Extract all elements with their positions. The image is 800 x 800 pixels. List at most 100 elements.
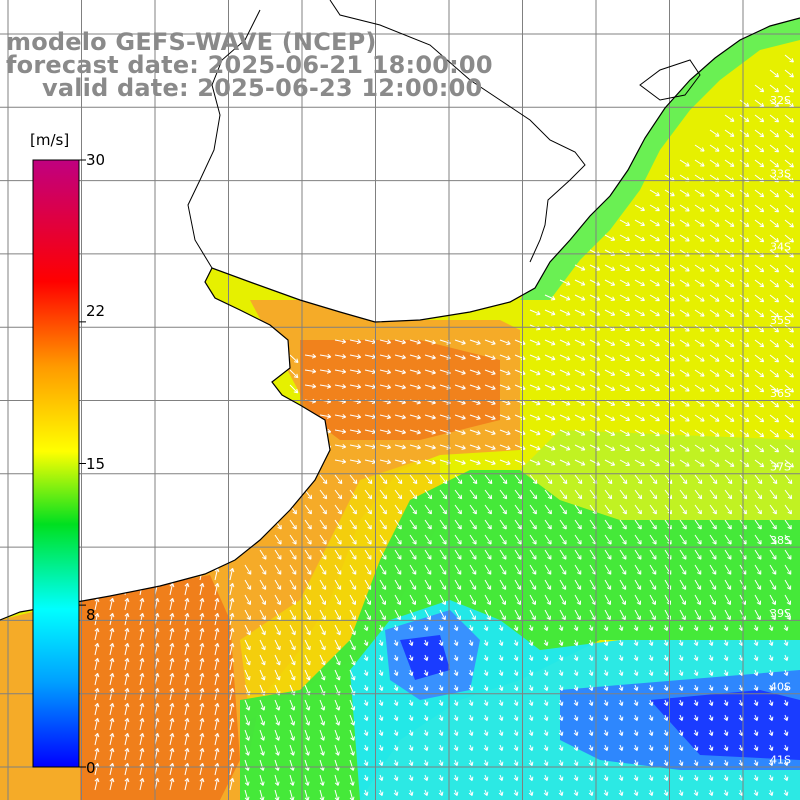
wind-arrow bbox=[513, 729, 519, 736]
wind-arrow bbox=[619, 279, 631, 286]
wind-arrow bbox=[349, 384, 362, 390]
wind-arrow bbox=[649, 429, 660, 437]
wind-arrow bbox=[754, 429, 765, 438]
wind-arrow bbox=[769, 369, 780, 378]
wind-arrow bbox=[604, 594, 612, 606]
wind-arrow bbox=[289, 414, 298, 424]
wind-arrow bbox=[753, 654, 759, 661]
wind-arrow bbox=[334, 609, 341, 621]
wind-arrow bbox=[438, 699, 444, 706]
wind-arrow bbox=[274, 669, 281, 681]
wind-arrow bbox=[693, 714, 699, 721]
latitude-label: 32S bbox=[770, 94, 791, 107]
wind-arrow bbox=[378, 669, 384, 676]
wind-arrow bbox=[709, 489, 718, 500]
wind-arrow bbox=[783, 639, 789, 646]
wind-arrow bbox=[274, 534, 282, 545]
wind-arrow bbox=[634, 609, 641, 621]
wind-arrow bbox=[694, 324, 705, 332]
wind-arrow bbox=[169, 747, 175, 761]
wind-arrow bbox=[304, 368, 317, 374]
wind-arrow bbox=[259, 729, 265, 741]
wind-arrow bbox=[739, 159, 750, 168]
wind-arrow bbox=[349, 609, 356, 621]
wind-arrow bbox=[514, 414, 526, 421]
wind-arrow bbox=[319, 564, 327, 575]
wind-arrow bbox=[424, 519, 432, 530]
wind-arrow bbox=[528, 714, 534, 721]
wind-arrow bbox=[604, 429, 616, 436]
wind-arrow bbox=[769, 549, 777, 560]
wind-arrow bbox=[573, 729, 579, 736]
wind-arrow bbox=[378, 744, 384, 751]
wind-arrow bbox=[754, 474, 763, 485]
wind-arrow bbox=[694, 399, 705, 407]
wind-arrow bbox=[304, 609, 311, 621]
wind-arrow bbox=[319, 549, 327, 560]
wind-arrow bbox=[633, 729, 639, 736]
latitude-labels: 32S 33S 34S 35S 36S 37S 38S 39S 40S 41S bbox=[770, 94, 791, 767]
wind-arrow bbox=[679, 414, 690, 422]
wind-arrow bbox=[588, 744, 594, 751]
wind-arrow bbox=[394, 429, 407, 435]
wind-arrow bbox=[409, 459, 421, 465]
wind-arrow bbox=[513, 789, 519, 796]
wind-arrow bbox=[514, 564, 522, 575]
wind-arrow bbox=[499, 489, 508, 500]
wind-arrow bbox=[559, 414, 571, 421]
wind-arrow bbox=[694, 264, 705, 272]
wind-arrow bbox=[679, 324, 690, 332]
wind-arrow bbox=[753, 714, 759, 721]
wind-arrow bbox=[514, 519, 522, 530]
wind-arrow bbox=[649, 444, 660, 452]
wind-arrow bbox=[708, 774, 714, 781]
colorbar-ticks bbox=[79, 159, 86, 768]
wind-arrow bbox=[393, 774, 399, 781]
wind-arrow bbox=[603, 669, 609, 676]
wind-arrow bbox=[588, 669, 594, 676]
wind-arrow bbox=[679, 339, 690, 347]
wind-arrow bbox=[573, 744, 579, 751]
wind-arrow bbox=[454, 594, 462, 606]
wind-arrow bbox=[754, 579, 762, 590]
wind-arrow bbox=[529, 594, 537, 606]
wind-arrow bbox=[139, 777, 145, 791]
wind-arrow bbox=[709, 534, 717, 545]
wind-arrow bbox=[588, 714, 594, 721]
wind-arrow bbox=[529, 474, 538, 485]
wind-arrow bbox=[679, 579, 687, 590]
wind-arrow bbox=[334, 384, 347, 389]
wind-arrow bbox=[678, 624, 684, 631]
wind-arrow bbox=[754, 144, 765, 153]
wind-arrow bbox=[169, 717, 175, 731]
wind-arrow bbox=[94, 732, 100, 746]
wind-arrow bbox=[378, 714, 384, 721]
wind-arrow bbox=[379, 369, 392, 375]
wind-arrow bbox=[559, 594, 567, 606]
wind-arrow bbox=[319, 474, 328, 485]
wind-arrow bbox=[754, 444, 765, 453]
wind-arrow bbox=[619, 579, 627, 590]
wind-arrow bbox=[409, 519, 417, 530]
wind-arrow bbox=[394, 534, 402, 545]
wind-arrow bbox=[454, 474, 463, 485]
wind-arrow bbox=[379, 504, 387, 515]
wind-arrow bbox=[349, 729, 355, 741]
wind-arrow bbox=[423, 699, 429, 706]
colorbar-unit: [m/s] bbox=[30, 131, 70, 149]
wind-arrow bbox=[274, 564, 282, 575]
wind-arrow bbox=[469, 444, 481, 450]
wind-arrow bbox=[319, 579, 327, 590]
wind-arrow bbox=[648, 789, 654, 796]
wind-arrow bbox=[633, 684, 639, 691]
wind-arrow bbox=[438, 639, 444, 646]
wind-arrow bbox=[754, 369, 765, 378]
wind-arrow bbox=[424, 339, 436, 345]
wind-arrow bbox=[739, 99, 750, 108]
wind-arrow bbox=[484, 354, 496, 361]
wind-arrow bbox=[544, 369, 556, 376]
wind-arrow bbox=[604, 414, 616, 421]
wind-arrow bbox=[619, 369, 631, 376]
wind-arrow bbox=[619, 594, 627, 606]
